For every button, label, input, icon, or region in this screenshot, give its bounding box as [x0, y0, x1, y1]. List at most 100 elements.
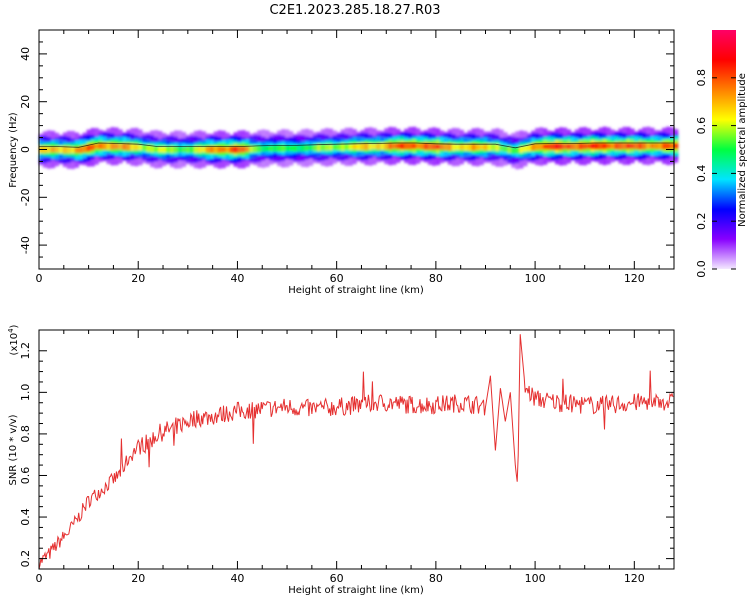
- spectrogram-cell: [547, 143, 552, 150]
- spectrogram-cell: [614, 142, 619, 150]
- spectrogram-cell: [134, 143, 139, 151]
- spectrogram-cell: [459, 144, 464, 150]
- spectrogram-cell: [90, 143, 95, 151]
- spectrogram-cell: [348, 143, 353, 150]
- spectrogram-cell: [82, 145, 87, 153]
- spectrogram-cell: [356, 143, 361, 150]
- spectrogram-cell: [66, 146, 72, 154]
- spectrogram-cell: [185, 146, 191, 153]
- snr-x-axis-label: Height of straight line (km): [288, 585, 424, 596]
- spectrogram-cell: [221, 146, 226, 153]
- spectrogram-cell: [590, 142, 595, 150]
- spectrogram-x-tick-label: 60: [330, 272, 344, 285]
- spectrogram-cell: [491, 143, 496, 151]
- spectrogram-cell: [114, 143, 119, 150]
- spectrogram-cell: [527, 144, 532, 152]
- spectrogram-cell: [277, 144, 282, 152]
- snr-x-tick-label: 120: [624, 572, 645, 585]
- spectrogram-cell: [499, 145, 504, 152]
- spectrogram-cell: [312, 144, 318, 151]
- snr-series-line: [38, 334, 674, 570]
- spectrogram-cell: [674, 142, 679, 149]
- spectrogram-cell: [293, 144, 298, 152]
- spectrogram-cell: [654, 142, 659, 150]
- spectrogram-cell: [566, 143, 572, 150]
- snr-x-tick-label: 60: [330, 572, 344, 585]
- spectrogram-cell: [658, 142, 663, 150]
- spectrogram-cell: [423, 142, 429, 150]
- spectrogram-cell: [638, 142, 643, 150]
- spectrogram-x-tick-label: 120: [624, 272, 645, 285]
- spectrogram-cell: [586, 143, 591, 149]
- spectrogram-cell: [74, 147, 79, 153]
- spectrogram-cell: [602, 142, 607, 150]
- spectrogram-panel: 0 20 40 60 80 100 120 40 20 0 -20 -40 Height of str…: [8, 29, 679, 296]
- snr-y-tick-label: 1.0: [19, 384, 32, 402]
- spectrogram-cell: [392, 143, 397, 149]
- spectrogram-cell: [154, 145, 159, 153]
- spectrogram-cell: [58, 146, 64, 153]
- spectrogram-cell: [308, 145, 314, 151]
- snr-x-tick-label: 80: [429, 572, 443, 585]
- spectrogram-cell: [98, 142, 103, 150]
- spectrogram-cell: [408, 142, 413, 150]
- spectrogram-cell: [285, 145, 290, 152]
- spectrogram-cell: [479, 144, 484, 150]
- spectrogram-cell: [106, 142, 111, 150]
- spectrogram-cell: [150, 145, 155, 153]
- spectrogram-cell: [265, 145, 270, 152]
- spectrogram-heatmap: [39, 126, 679, 170]
- spectrogram-cell: [416, 143, 421, 149]
- spectrogram-cell: [257, 145, 262, 153]
- spectrogram-cell: [340, 143, 345, 151]
- spectrogram-cell: [50, 146, 56, 153]
- spectrogram-cell: [558, 143, 564, 150]
- spectrogram-cell: [368, 143, 373, 150]
- spectrogram-cell: [503, 145, 508, 152]
- spectrogram-cell: [126, 143, 131, 151]
- spectrogram-cell: [142, 144, 147, 152]
- spectrogram-x-tick-label: 100: [525, 272, 546, 285]
- spectrogram-cell: [487, 143, 492, 151]
- spectrogram-cell: [269, 145, 274, 152]
- spectrogram-cell: [122, 143, 127, 150]
- spectrogram-cell: [54, 146, 60, 153]
- spectrogram-cell: [511, 146, 516, 154]
- spectrogram-cell: [463, 143, 468, 151]
- spectrogram-cell: [324, 144, 330, 151]
- spectrogram-cell: [273, 144, 278, 152]
- spectrogram-cell: [245, 146, 250, 152]
- spectrogram-cell: [554, 142, 560, 150]
- spectrogram-cell: [662, 142, 667, 150]
- spectrogram-cell: [372, 143, 377, 150]
- spectrogram-cell: [642, 142, 647, 150]
- spectrogram-cell: [300, 144, 306, 152]
- colorbar: 0.0 0.2 0.4 0.6 0.8 Normalized spectral ampl…: [695, 30, 748, 278]
- spectrogram-cell: [570, 143, 576, 150]
- spectrogram-cell: [388, 142, 393, 150]
- spectrogram-cell: [261, 145, 266, 152]
- spectrogram-x-tick-label: 0: [36, 272, 43, 285]
- spectrogram-cell: [535, 143, 540, 151]
- spectrogram-x-tick-label: 20: [131, 272, 145, 285]
- spectrogram-cell: [166, 146, 171, 153]
- colorbar-tick-label: 0.2: [695, 212, 708, 230]
- spectrogram-cell: [320, 143, 326, 151]
- spectrogram-cell: [610, 142, 615, 149]
- spectrogram-cell: [94, 143, 99, 150]
- spectrogram-cell: [475, 143, 480, 151]
- spectrogram-cell: [201, 146, 206, 153]
- figure-title: C2E1.2023.285.18.27.R03: [269, 3, 440, 18]
- spectrogram-cell: [360, 143, 365, 151]
- spectrogram-cell: [562, 143, 568, 150]
- spectrogram-cell: [582, 143, 587, 150]
- spectrogram-cell: [173, 146, 179, 153]
- spectrogram-cell: [158, 146, 163, 153]
- spectrogram-cell: [515, 146, 520, 154]
- spectrogram-cell: [400, 142, 405, 150]
- spectrogram-cell: [225, 146, 230, 153]
- spectrogram-cell: [304, 144, 310, 152]
- spectrogram-cell: [70, 146, 76, 154]
- spectrogram-cell: [328, 144, 333, 151]
